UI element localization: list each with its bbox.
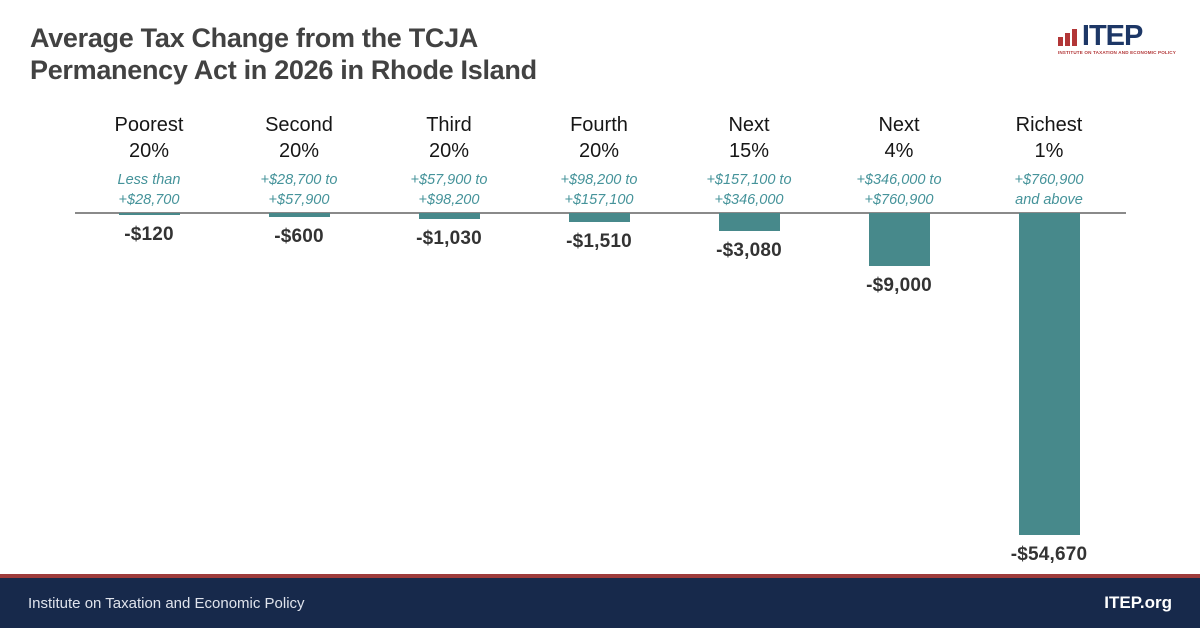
income-range-label: +$346,000 to +$760,900: [824, 170, 974, 210]
income-range-label: +$98,200 to +$157,100: [524, 170, 674, 210]
category-label: Fourth 20%: [524, 112, 674, 164]
category-label-line2: 20%: [278, 140, 320, 162]
income-range-line2: +$28,700: [118, 192, 180, 208]
category-label-line1: Next: [728, 114, 770, 136]
bar: [1018, 213, 1080, 535]
footer: Institute on Taxation and Economic Polic…: [0, 574, 1200, 628]
category-label-line2: 1%: [1034, 140, 1064, 162]
category-label: Next 4%: [824, 112, 974, 164]
income-range-line2: +$157,100: [564, 192, 634, 208]
footer-website-link[interactable]: ITEP.org: [1104, 593, 1172, 612]
bar-value-label: -$1,030: [416, 228, 482, 249]
bar-chart-icon: [1057, 29, 1079, 49]
category-label: Third 20%: [374, 112, 524, 164]
income-range-line1: +$57,900 to: [410, 172, 488, 188]
footer-org-name: Institute on Taxation and Economic Polic…: [28, 594, 305, 612]
category-label-line1: Fourth: [570, 114, 628, 136]
bar-value-label: -$3,080: [716, 240, 782, 261]
bar: [718, 213, 780, 231]
income-range-line1: +$157,100 to: [706, 172, 792, 188]
column-header: Richest 1% +$760,900 and above: [974, 112, 1124, 210]
income-range-line1: +$28,700 to: [260, 172, 338, 188]
income-range-line2: +$57,900: [268, 192, 330, 208]
bar-value-label: -$1,510: [566, 231, 632, 252]
bar-value-label: -$54,670: [1010, 544, 1088, 565]
bar: [268, 213, 330, 217]
category-label-line2: 4%: [884, 140, 914, 162]
income-range-line1: +$98,200 to: [560, 172, 638, 188]
category-label-line1: Poorest: [114, 114, 184, 136]
income-range-label: +$28,700 to +$57,900: [224, 170, 374, 210]
income-range-label: +$760,900 and above: [974, 170, 1124, 210]
income-range-line2: +$98,200: [418, 192, 480, 208]
category-label-line2: 20%: [128, 140, 170, 162]
column-header: Third 20% +$57,900 to +$98,200: [374, 112, 524, 210]
category-label: Poorest 20%: [74, 112, 224, 164]
column-header: Next 4% +$346,000 to +$760,900: [824, 112, 974, 210]
category-label-line1: Richest: [1015, 114, 1083, 136]
income-range-label: +$57,900 to +$98,200: [374, 170, 524, 210]
bar: [118, 213, 180, 215]
income-range-line1: +$346,000 to: [856, 172, 942, 188]
category-label-line2: 20%: [428, 140, 470, 162]
category-label-line1: Second: [265, 114, 333, 136]
income-range-line2: +$346,000: [714, 192, 784, 208]
category-label-line1: Next: [878, 114, 920, 136]
column-header: Fourth 20% +$98,200 to +$157,100: [524, 112, 674, 210]
category-label-line1: Third: [426, 114, 472, 136]
income-range-line2: and above: [1015, 192, 1083, 208]
chart-title: Average Tax Change from the TCJA Permane…: [30, 22, 537, 86]
bar: [418, 213, 480, 219]
chart-title-line2: Permanency Act in 2026 in Rhode Island: [30, 55, 537, 85]
footer-bar: Institute on Taxation and Economic Polic…: [0, 578, 1200, 628]
income-range-label: Less than +$28,700: [74, 170, 224, 210]
footer-accent-line: [0, 574, 1200, 578]
category-label-line2: 15%: [728, 140, 770, 162]
category-label: Second 20%: [224, 112, 374, 164]
column-header: Poorest 20% Less than +$28,700: [74, 112, 224, 210]
category-label: Richest 1%: [974, 112, 1124, 164]
bar: [568, 213, 630, 222]
income-range-label: +$157,100 to +$346,000: [674, 170, 824, 210]
logo-wordmark: ITEP: [1081, 20, 1143, 52]
income-range-line1: Less than: [117, 172, 181, 188]
column-header: Next 15% +$157,100 to +$346,000: [674, 112, 824, 210]
bar: [868, 213, 930, 266]
logo-row: ITEP: [1057, 20, 1176, 52]
category-label-line2: 20%: [578, 140, 620, 162]
bar-value-label: -$120: [124, 224, 174, 245]
bar-value-label: -$600: [274, 226, 324, 247]
itep-logo[interactable]: ITEP INSTITUTE ON TAXATION AND ECONOMIC …: [1057, 20, 1176, 55]
column-header: Second 20% +$28,700 to +$57,900: [224, 112, 374, 210]
category-label: Next 15%: [674, 112, 824, 164]
income-range-line2: +$760,900: [864, 192, 934, 208]
chart-title-line1: Average Tax Change from the TCJA: [30, 23, 479, 53]
logo-tagline: INSTITUTE ON TAXATION AND ECONOMIC POLIC…: [1057, 50, 1176, 55]
income-range-line1: +$760,900: [1014, 172, 1084, 188]
bar-value-label: -$9,000: [866, 275, 932, 296]
